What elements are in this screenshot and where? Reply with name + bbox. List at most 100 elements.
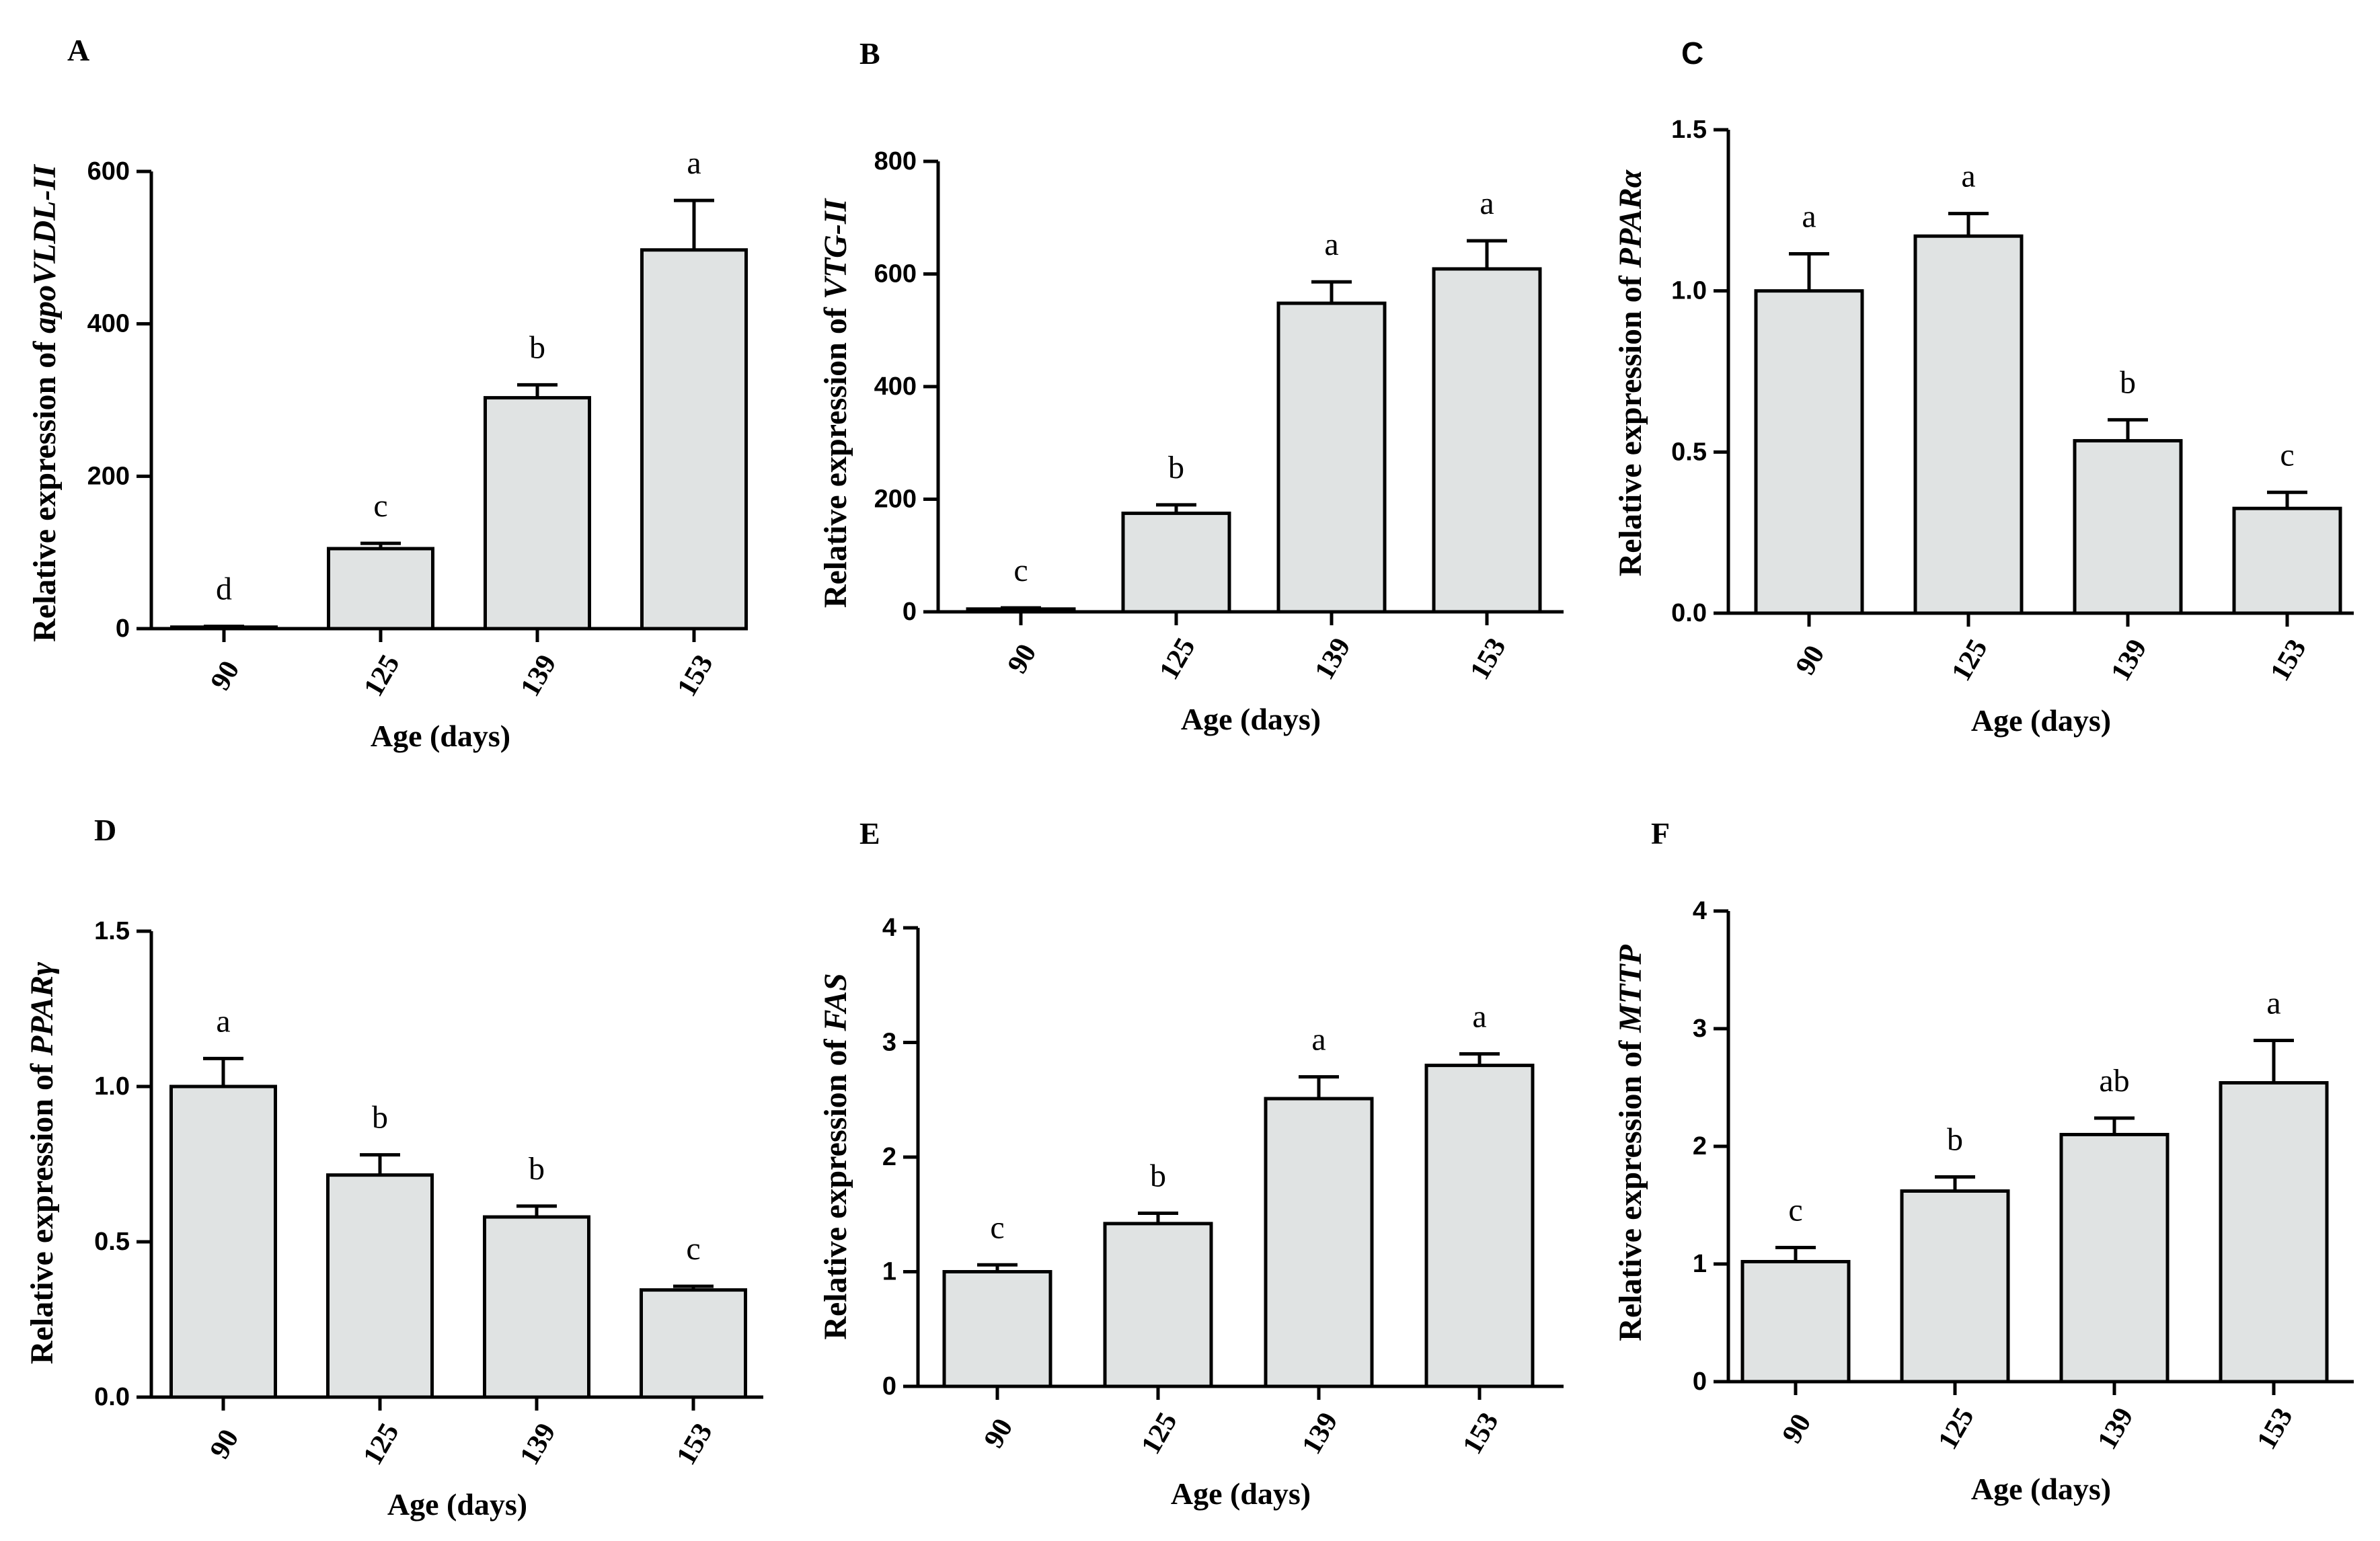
y-axis-title-text: Relative expression of — [1613, 1033, 1648, 1341]
x-tick-label: 90 — [1002, 639, 1043, 678]
bar — [327, 547, 434, 631]
bar — [1432, 267, 1542, 614]
y-tick-label: 1 — [882, 1258, 896, 1286]
y-axis-title: Relative expression of PPARγ — [24, 962, 60, 1364]
significance-letter: a — [2266, 986, 2280, 1021]
y-tick-label: 0.5 — [94, 1228, 130, 1256]
y-tick-label: 800 — [874, 147, 917, 175]
bar — [1103, 1222, 1213, 1388]
y-tick-label: 0 — [903, 598, 917, 626]
x-axis-title: Age (days) — [387, 1487, 527, 1522]
x-tick-label: 125 — [357, 1418, 405, 1470]
significance-letter: d — [216, 571, 232, 607]
y-tick-label: 0.0 — [94, 1383, 130, 1411]
y-axis-title: Relative expression of FAS — [818, 973, 853, 1339]
bar — [1424, 1064, 1535, 1388]
x-tick-label: 139 — [1296, 1407, 1344, 1460]
significance-letter: a — [1802, 199, 1816, 235]
y-tick-label: 0 — [882, 1372, 896, 1400]
x-tick-label: 153 — [2251, 1402, 2299, 1455]
x-tick-label: 90 — [1777, 1409, 1818, 1448]
y-tick-label: 200 — [874, 485, 917, 514]
y-tick-label: 200 — [87, 462, 130, 490]
bar — [169, 1084, 277, 1399]
significance-letter: a — [1472, 999, 1486, 1035]
bar — [1900, 1189, 2010, 1384]
significance-letter: a — [1324, 227, 1338, 262]
bar — [1276, 301, 1387, 614]
x-tick-label: 153 — [1464, 633, 1512, 685]
y-tick-label: 4 — [882, 914, 896, 942]
bar — [1913, 234, 2024, 615]
y-tick-label: 1.0 — [94, 1072, 130, 1101]
bar — [640, 248, 748, 631]
x-tick-label: 90 — [204, 1424, 245, 1464]
panel-letter: A — [67, 33, 89, 67]
x-tick-label: 153 — [1457, 1407, 1504, 1460]
y-tick-label: 1.5 — [1671, 116, 1707, 144]
y-tick-label: 0.5 — [1671, 438, 1707, 466]
y-axis-title: Relative expression of MTTP — [1613, 944, 1648, 1341]
y-axis-title-gene: VTG-II — [818, 197, 853, 299]
significance-letter: a — [687, 145, 701, 181]
x-tick-label: 125 — [1135, 1407, 1183, 1460]
significance-letter: a — [1480, 186, 1494, 221]
y-tick-label: 3 — [882, 1029, 896, 1057]
y-axis-title-gene: PPARα — [1613, 169, 1648, 268]
y-tick-label: 0.0 — [1671, 599, 1707, 627]
x-axis-title: Age (days) — [1971, 1472, 2111, 1506]
x-tick-label: 139 — [2091, 1402, 2139, 1455]
y-axis-title-gene: MTTP — [1613, 944, 1648, 1033]
significance-letter: c — [1013, 553, 1028, 588]
x-axis-title: Age (days) — [371, 719, 510, 753]
panel-letter: B — [859, 36, 880, 71]
x-tick-label: 125 — [1153, 633, 1201, 685]
significance-letter: b — [372, 1100, 388, 1136]
y-axis-title: Relative expression of VTG-II — [818, 197, 853, 608]
y-axis-title-gene: FAS — [818, 973, 853, 1031]
y-axis-title-text: Relative expression of — [1613, 268, 1648, 576]
y-tick-label: 0 — [116, 615, 130, 643]
y-tick-label: 1.5 — [94, 917, 130, 945]
y-axis-title-text: Relative expression of — [27, 333, 63, 642]
significance-letter: c — [373, 488, 387, 524]
x-axis-title: Age (days) — [1181, 702, 1321, 736]
panel-letter: D — [94, 813, 116, 847]
significance-letter: b — [529, 1151, 545, 1187]
panel-e: E 0 1 2 3 4 90 c 125 b 139 a 153 a Age (days) Relative … — [818, 816, 1564, 1511]
significance-letter: b — [1947, 1122, 1963, 1158]
x-tick-label: 125 — [358, 649, 406, 702]
y-tick-label: 600 — [87, 157, 130, 186]
significance-letter: b — [529, 329, 545, 365]
y-axis-title-gene: apoVLDL-II — [27, 163, 63, 333]
x-tick-label: 90 — [205, 656, 246, 695]
y-axis-title-text: Relative expression of — [24, 1056, 60, 1364]
significance-letter: b — [1168, 450, 1184, 485]
y-tick-label: 2 — [882, 1143, 896, 1171]
x-axis-title: Age (days) — [1971, 703, 2111, 738]
significance-letter: c — [2280, 437, 2294, 473]
panel-letter: E — [859, 816, 880, 851]
y-tick-label: 400 — [874, 372, 917, 401]
x-tick-label: 139 — [514, 1418, 562, 1470]
x-tick-label: 139 — [1309, 633, 1356, 685]
bar — [2219, 1081, 2329, 1384]
bar — [942, 1270, 1052, 1388]
y-axis-title-gene: PPARγ — [24, 962, 60, 1056]
significance-letter: b — [2120, 364, 2136, 400]
bar — [1740, 1260, 1851, 1384]
significance-letter: b — [1150, 1158, 1166, 1194]
y-tick-label: 0 — [1693, 1368, 1707, 1396]
panel-d: D 0.0 0.5 1.0 1.5 90 a 125 b 139 b 153 c Age (days) Re… — [24, 813, 763, 1522]
bar — [1121, 511, 1231, 614]
significance-letter: a — [1961, 159, 1975, 194]
significance-letter: ab — [2099, 1063, 2129, 1099]
y-tick-label: 2 — [1693, 1132, 1707, 1160]
y-tick-label: 4 — [1693, 897, 1707, 925]
significance-letter: a — [1311, 1022, 1326, 1058]
x-tick-label: 90 — [978, 1413, 1020, 1453]
y-axis-title-text: Relative expression of — [818, 299, 853, 608]
bar — [483, 1215, 590, 1399]
y-tick-label: 600 — [874, 260, 917, 288]
x-axis-title: Age (days) — [1171, 1476, 1311, 1511]
